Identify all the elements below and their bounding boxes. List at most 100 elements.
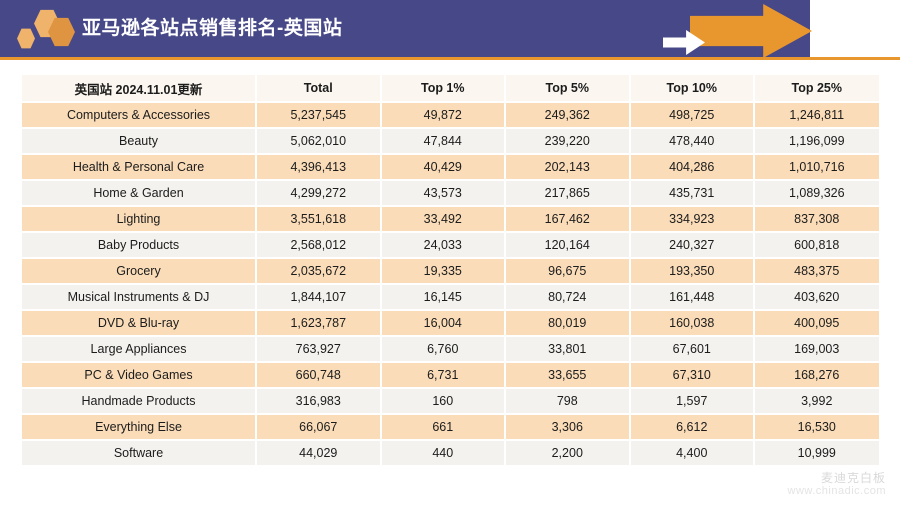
- cell-top10: 498,725: [629, 102, 755, 129]
- watermark-url: www.chinadic.com: [787, 485, 886, 498]
- cell-total: 5,062,010: [256, 128, 382, 155]
- cell-total: 3,551,618: [256, 206, 382, 233]
- cell-category: Handmade Products: [22, 388, 257, 415]
- cell-top25: 169,003: [754, 336, 879, 363]
- column-header-top10: Top 10%: [629, 75, 755, 103]
- table-row: Everything Else 66,067 661 3,306 6,612 16,530: [22, 414, 879, 441]
- cell-total: 1,844,107: [256, 284, 382, 311]
- cell-total: 660,748: [256, 362, 382, 389]
- table-row: Health & Personal Care 4,396,413 40,429 202…: [22, 154, 879, 181]
- cell-top5: 120,164: [505, 232, 631, 259]
- cell-total: 2,035,672: [256, 258, 382, 285]
- cell-top10: 404,286: [629, 154, 755, 181]
- table-row: Software 44,029 440 2,200 4,400 10,999: [22, 440, 879, 467]
- cell-top5: 202,143: [505, 154, 631, 181]
- table-row: Beauty 5,062,010 47,844 239,220 478,440 1,196…: [22, 128, 879, 155]
- cell-total: 4,396,413: [256, 154, 382, 181]
- column-header-total: Total: [256, 75, 382, 103]
- cell-category: Everything Else: [22, 414, 257, 441]
- column-header-top5: Top 5%: [505, 75, 631, 103]
- cell-top1: 160: [380, 388, 506, 415]
- cell-top10: 6,612: [629, 414, 755, 441]
- cell-top5: 3,306: [505, 414, 631, 441]
- cell-total: 66,067: [256, 414, 382, 441]
- cell-top1: 47,844: [380, 128, 506, 155]
- cell-total: 316,983: [256, 388, 382, 415]
- column-header-top25: Top 25%: [754, 75, 879, 103]
- cell-top1: 440: [380, 440, 506, 467]
- table-header-row: 英国站 2024.11.01更新 Total Top 1% Top 5% Top…: [22, 75, 879, 103]
- cell-top10: 4,400: [629, 440, 755, 467]
- cell-category: Software: [22, 440, 257, 467]
- cell-top25: 16,530: [754, 414, 879, 441]
- cell-total: 2,568,012: [256, 232, 382, 259]
- cell-top25: 1,196,099: [754, 128, 879, 155]
- table-row: Home & Garden 4,299,272 43,573 217,865 435,7…: [22, 180, 879, 207]
- cell-top10: 160,038: [629, 310, 755, 337]
- cell-top1: 16,004: [380, 310, 506, 337]
- page-title: 亚马逊各站点销售排名-英国站: [82, 18, 343, 39]
- watermark-brand: 麦迪克白板: [820, 470, 886, 485]
- table-row: Musical Instruments & DJ 1,844,107 16,145 8…: [22, 284, 879, 311]
- cell-top25: 403,620: [754, 284, 879, 311]
- cell-category: Large Appliances: [22, 336, 257, 363]
- cell-top10: 240,327: [629, 232, 755, 259]
- cell-top25: 10,999: [754, 440, 879, 467]
- cell-top5: 33,655: [505, 362, 631, 389]
- cell-top25: 168,276: [754, 362, 879, 389]
- cell-top5: 167,462: [505, 206, 631, 233]
- cell-top5: 33,801: [505, 336, 631, 363]
- cell-top10: 67,601: [629, 336, 755, 363]
- table-row: Baby Products 2,568,012 24,033 120,164 240,3…: [22, 232, 879, 259]
- column-header-top1: Top 1%: [380, 75, 506, 103]
- table-row: Lighting 3,551,618 33,492 167,462 334,923 837…: [22, 206, 879, 233]
- cell-top25: 1,010,716: [754, 154, 879, 181]
- table-row: DVD & Blu-ray 1,623,787 16,004 80,019 160,03…: [22, 310, 879, 337]
- cell-top5: 2,200: [505, 440, 631, 467]
- cell-top25: 3,992: [754, 388, 879, 415]
- cell-category: DVD & Blu-ray: [22, 310, 257, 337]
- cell-top1: 6,760: [380, 336, 506, 363]
- cell-top25: 600,818: [754, 232, 879, 259]
- column-header-category: 英国站 2024.11.01更新: [22, 75, 257, 103]
- cell-top5: 239,220: [505, 128, 631, 155]
- cell-category: Baby Products: [22, 232, 257, 259]
- table-row: PC & Video Games 660,748 6,731 33,655 67,310…: [22, 362, 879, 389]
- cell-category: Lighting: [22, 206, 257, 233]
- watermark: 麦迪克白板 www.chinadic.com: [787, 470, 886, 498]
- cell-top1: 24,033: [380, 232, 506, 259]
- cell-category: Computers & Accessories: [22, 102, 257, 129]
- page-header: 亚马逊各站点销售排名-英国站: [0, 0, 900, 62]
- cell-top1: 16,145: [380, 284, 506, 311]
- cell-top25: 483,375: [754, 258, 879, 285]
- cell-top5: 249,362: [505, 102, 631, 129]
- cell-total: 4,299,272: [256, 180, 382, 207]
- sales-ranking-table: 英国站 2024.11.01更新 Total Top 1% Top 5% Top…: [22, 75, 879, 467]
- table-row: Computers & Accessories 5,237,545 49,872 24…: [22, 102, 879, 129]
- cell-category: Health & Personal Care: [22, 154, 257, 181]
- cell-total: 44,029: [256, 440, 382, 467]
- cell-top1: 43,573: [380, 180, 506, 207]
- cell-top1: 33,492: [380, 206, 506, 233]
- cell-category: Beauty: [22, 128, 257, 155]
- cell-top1: 49,872: [380, 102, 506, 129]
- table-row: Large Appliances 763,927 6,760 33,801 67,601…: [22, 336, 879, 363]
- cell-top10: 334,923: [629, 206, 755, 233]
- sales-ranking-table-container: 英国站 2024.11.01更新 Total Top 1% Top 5% Top…: [22, 75, 879, 467]
- cell-top10: 478,440: [629, 128, 755, 155]
- cell-top10: 67,310: [629, 362, 755, 389]
- cell-top1: 19,335: [380, 258, 506, 285]
- cell-top25: 400,095: [754, 310, 879, 337]
- cell-top10: 161,448: [629, 284, 755, 311]
- cell-top1: 6,731: [380, 362, 506, 389]
- table-row: Handmade Products 316,983 160 798 1,597 3,992: [22, 388, 879, 415]
- hexagon-cluster-logo-icon: [14, 7, 76, 53]
- cell-top10: 1,597: [629, 388, 755, 415]
- cell-top10: 193,350: [629, 258, 755, 285]
- cell-top25: 837,308: [754, 206, 879, 233]
- cell-total: 1,623,787: [256, 310, 382, 337]
- cell-top10: 435,731: [629, 180, 755, 207]
- cell-top25: 1,089,326: [754, 180, 879, 207]
- cell-category: Home & Garden: [22, 180, 257, 207]
- cell-category: Grocery: [22, 258, 257, 285]
